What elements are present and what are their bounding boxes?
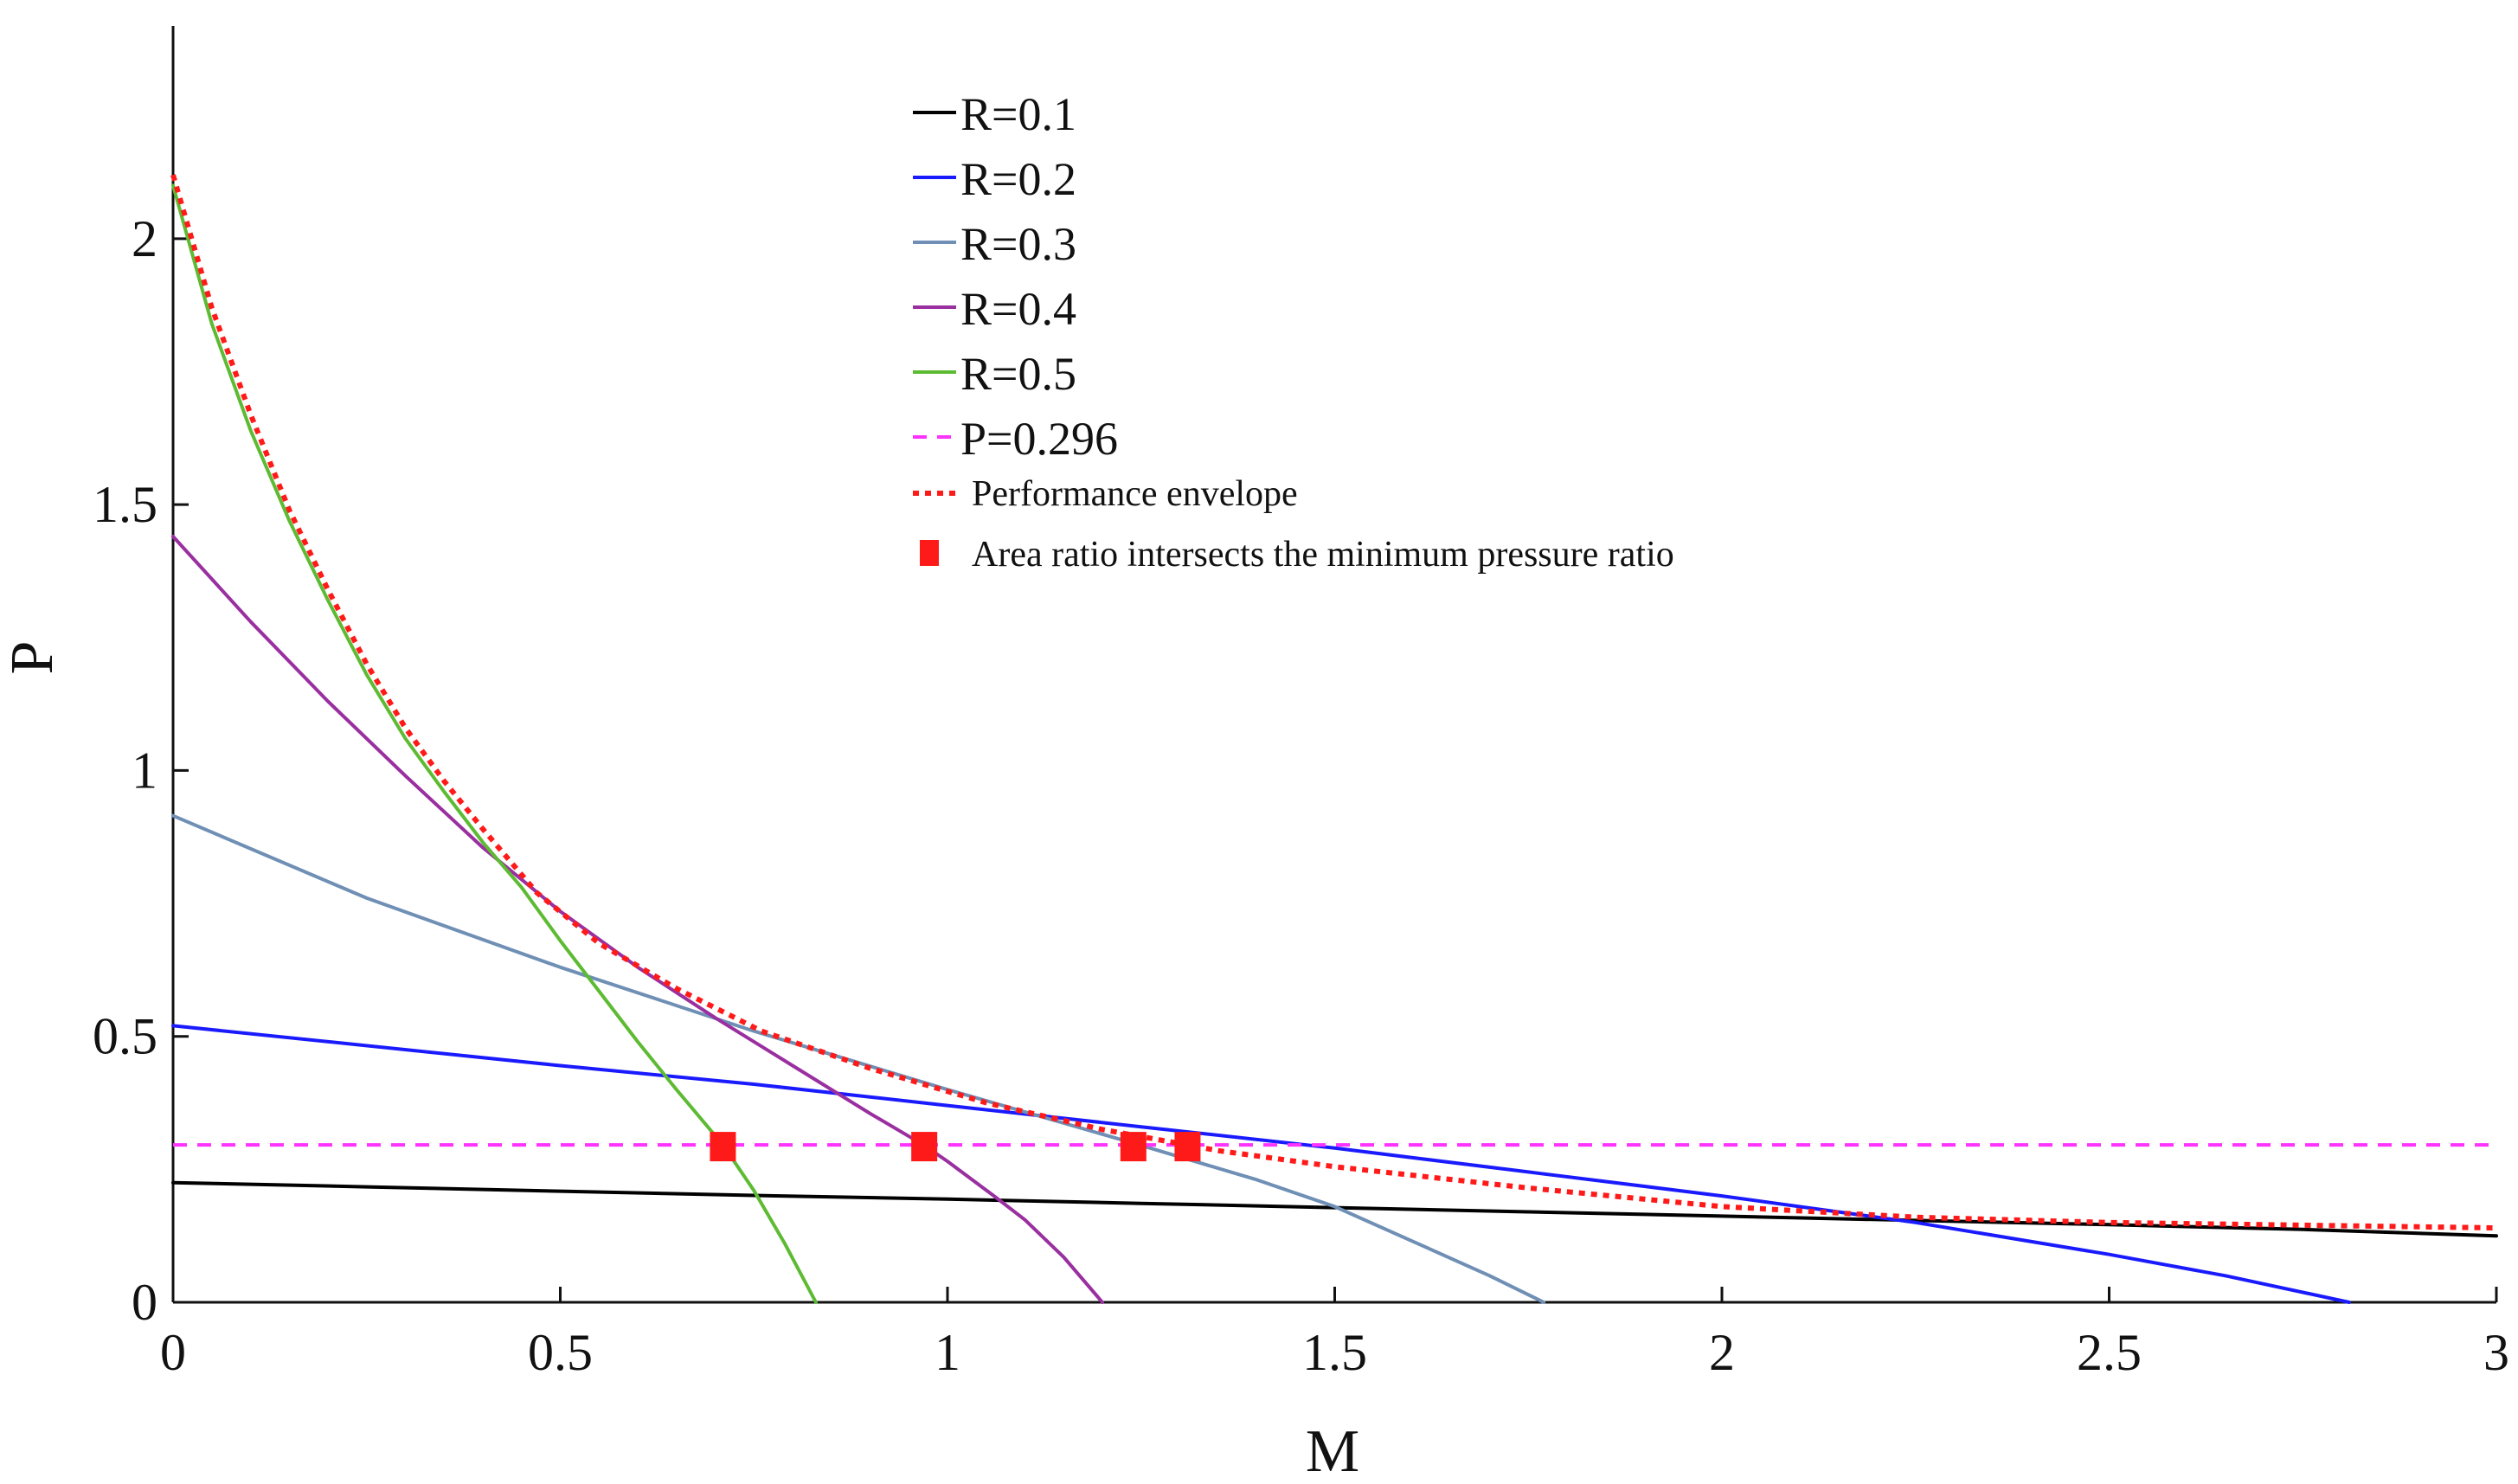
- x-tick-label: 2: [1709, 1324, 1735, 1381]
- x-tick-label: 0: [160, 1324, 186, 1381]
- series-line-3: [171, 813, 1546, 1304]
- x-tick-label: 0.5: [528, 1324, 593, 1381]
- legend-label-7: Performance envelope: [972, 474, 1298, 514]
- y-tick-label: 0.5: [93, 1008, 157, 1065]
- intersection-marker: [710, 1132, 736, 1162]
- intersection-marker: [911, 1132, 938, 1162]
- series-line-2: [171, 1024, 2351, 1304]
- series-line-1: [171, 1180, 2498, 1238]
- x-tick-label: 3: [2483, 1324, 2509, 1381]
- x-tick-label: 2.5: [2077, 1324, 2142, 1381]
- legend-label-2: R=0.2: [960, 153, 1076, 205]
- axes: 0 0.5 1 1.5 2 2.5 3 0 0.5 1 1.5 2: [93, 26, 2509, 1381]
- intersection-markers: [710, 1132, 1201, 1162]
- y-axis-label: P: [0, 641, 66, 675]
- plot-series: [170, 174, 2498, 1304]
- x-tick-label: 1: [935, 1324, 960, 1381]
- y-tick-label: 1: [132, 742, 157, 799]
- legend-marker-swatch: [920, 540, 939, 566]
- legend-label-6: P=0.296: [960, 413, 1118, 465]
- intersection-marker: [1120, 1132, 1147, 1162]
- y-tick-label: 1.5: [93, 476, 157, 533]
- legend-label-1: R=0.1: [960, 88, 1076, 140]
- legend: R=0.1 R=0.2 R=0.3 R=0.4 R=0.5 P=0.296 Performa…: [913, 88, 1674, 575]
- x-axis-label: M: [1306, 1418, 1359, 1480]
- intersection-marker: [1174, 1132, 1201, 1162]
- y-tick-label: 2: [132, 210, 157, 267]
- series-line-7: [170, 174, 2497, 1230]
- legend-label-4: R=0.4: [960, 283, 1076, 335]
- legend-label-8: Area ratio intersects the minimum pressu…: [972, 535, 1674, 575]
- series-line-4: [171, 535, 1104, 1304]
- legend-label-5: R=0.5: [960, 348, 1076, 400]
- legend-label-3: R=0.3: [960, 218, 1076, 270]
- x-tick-label: 1.5: [1302, 1324, 1367, 1381]
- y-tick-label: 0: [132, 1274, 157, 1331]
